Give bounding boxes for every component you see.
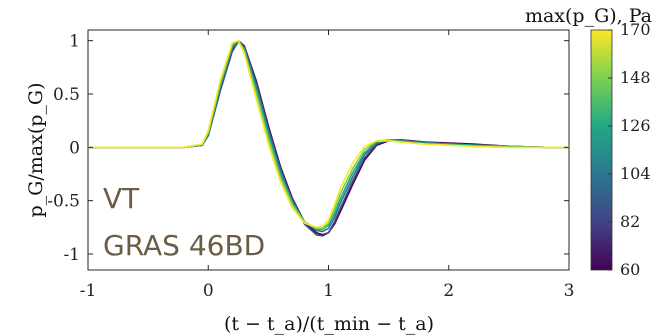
colorbar-tick-label: 60 (620, 260, 640, 279)
y-tick-label: 1 (69, 32, 80, 52)
colorbar-tick-label: 126 (620, 116, 651, 135)
colorbar-ticks: 170 148 126 104 82 60 (608, 20, 651, 279)
series-layer (88, 39, 569, 237)
x-ticks: -1 0 1 2 3 (80, 30, 575, 301)
y-ticks: 1 0.5 0 -0.5 -1 (47, 32, 569, 265)
y-tick-label: -1 (63, 245, 80, 265)
y-axis-label: p_G/max(p_G) (25, 83, 47, 218)
colorbar-tick-label: 170 (620, 20, 651, 39)
x-axis-label: (t − t_a)/(t_min − t_a) (224, 313, 434, 335)
colorbar (590, 29, 613, 271)
colorbar-tick-label: 104 (620, 164, 651, 183)
colorbar-tick-label: 82 (620, 212, 640, 231)
colorbar-label: max(p_G), Pa (525, 5, 652, 27)
x-tick-label: 1 (323, 281, 334, 301)
series-line-5 (88, 39, 569, 229)
annotation-microphone: GRAS 46BD (103, 229, 265, 262)
y-tick-label: -0.5 (47, 192, 80, 212)
colorbar-tick-label: 148 (620, 68, 651, 87)
x-tick-label: -1 (80, 281, 97, 301)
y-tick-label: 0 (69, 138, 80, 158)
x-tick-label: 3 (564, 281, 575, 301)
y-tick-label: 0.5 (53, 85, 80, 105)
x-tick-label: 2 (443, 281, 454, 301)
x-tick-label: 0 (203, 281, 214, 301)
plot-area (87, 29, 570, 271)
annotation-vt: VT (103, 182, 140, 215)
